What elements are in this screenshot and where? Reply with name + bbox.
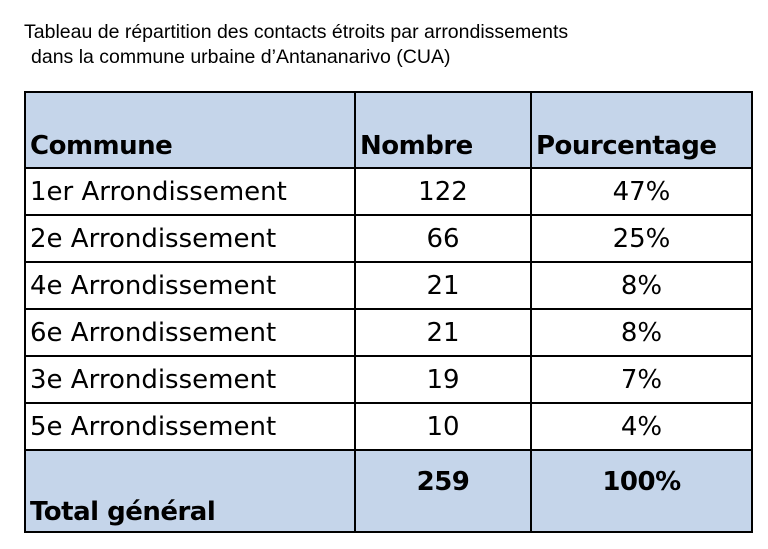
- cell-nombre: 21: [354, 308, 532, 357]
- table-row: 6e Arrondissement 21 8%: [24, 308, 753, 357]
- header-nombre: Nombre: [354, 91, 532, 169]
- cell-pourcentage: 25%: [530, 214, 753, 263]
- total-label: Total général: [24, 449, 356, 533]
- header-row: Commune Nombre Pourcentage: [24, 91, 753, 169]
- cell-nombre: 19: [354, 355, 532, 404]
- caption-line-2: dans la commune urbaine d’Antananarivo (…: [31, 46, 451, 68]
- cell-commune: 2e Arrondissement: [24, 214, 356, 263]
- cell-commune: 1er Arrondissement: [24, 167, 356, 216]
- cell-commune: 6e Arrondissement: [24, 308, 356, 357]
- table-caption: Tableau de répartition des contacts étro…: [24, 20, 754, 70]
- total-nombre: 259: [354, 449, 532, 533]
- cell-nombre: 21: [354, 261, 532, 310]
- header-commune: Commune: [24, 91, 356, 169]
- cell-commune: 5e Arrondissement: [24, 402, 356, 451]
- cell-pourcentage: 8%: [530, 308, 753, 357]
- cell-pourcentage: 7%: [530, 355, 753, 404]
- cell-pourcentage: 47%: [530, 167, 753, 216]
- table-row: 1er Arrondissement 122 47%: [24, 167, 753, 216]
- cell-pourcentage: 8%: [530, 261, 753, 310]
- caption-line-1: Tableau de répartition des contacts étro…: [24, 21, 569, 43]
- table-row: 5e Arrondissement 10 4%: [24, 402, 753, 451]
- header-pourcentage: Pourcentage: [530, 91, 753, 169]
- cell-nombre: 10: [354, 402, 532, 451]
- table-row: 3e Arrondissement 19 7%: [24, 355, 753, 404]
- cell-pourcentage: 4%: [530, 402, 753, 451]
- cell-nombre: 66: [354, 214, 532, 263]
- total-row: Total général 259 100%: [24, 449, 753, 533]
- cell-commune: 4e Arrondissement: [24, 261, 356, 310]
- cell-commune: 3e Arrondissement: [24, 355, 356, 404]
- total-pourcentage: 100%: [530, 449, 753, 533]
- table-row: 2e Arrondissement 66 25%: [24, 214, 753, 263]
- table-row: 4e Arrondissement 21 8%: [24, 261, 753, 310]
- contacts-table: Commune Nombre Pourcentage 1er Arrondiss…: [24, 91, 753, 533]
- cell-nombre: 122: [354, 167, 532, 216]
